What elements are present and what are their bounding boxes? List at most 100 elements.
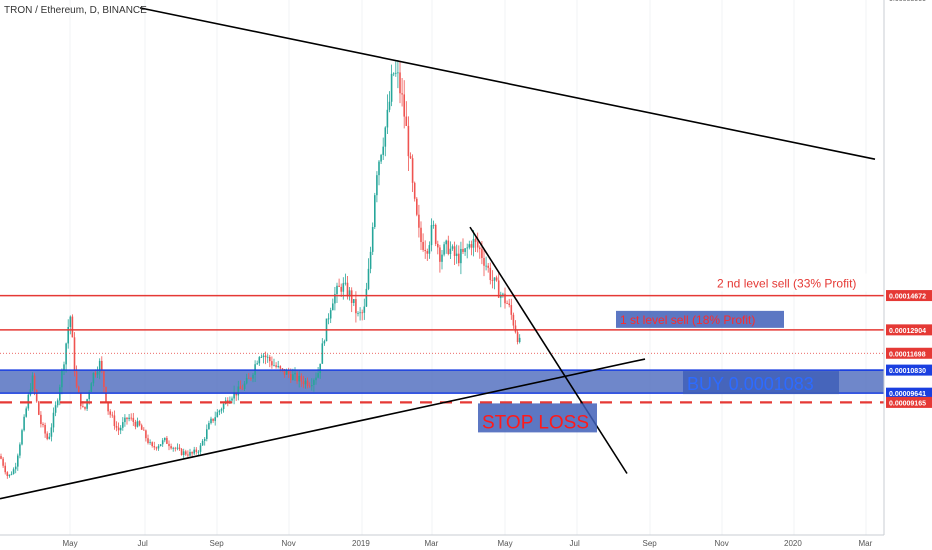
candle-body — [157, 446, 160, 449]
candle-body — [151, 442, 153, 447]
candle-body — [71, 316, 74, 338]
candle-body — [92, 372, 95, 384]
candle-body — [388, 101, 391, 110]
candle-body — [308, 385, 311, 387]
candle-body — [80, 392, 82, 407]
y-axis: 0.000030000.000040000.000050000.00006000… — [883, 0, 932, 550]
candle-body — [474, 239, 477, 242]
candle-body — [164, 437, 166, 441]
candle-body — [88, 391, 90, 400]
candle-body — [271, 361, 273, 366]
candle-body — [199, 445, 202, 452]
candle-body — [369, 251, 372, 269]
candle-body — [315, 377, 317, 381]
candle-body — [285, 370, 288, 375]
candle-body — [441, 254, 443, 262]
candle-body — [38, 401, 40, 415]
candle-body — [159, 444, 162, 447]
y-tick-label: 0.00003000 — [889, 0, 926, 3]
candle-body — [447, 240, 450, 255]
candle-body — [19, 444, 21, 456]
candle-body — [512, 314, 515, 326]
candle-body — [311, 385, 313, 387]
candle-body — [105, 386, 107, 402]
candle-body — [329, 310, 332, 319]
candle-body — [84, 406, 86, 409]
x-tick-label: Sep — [643, 539, 658, 548]
candle-body — [302, 381, 305, 385]
candle-body — [50, 427, 53, 437]
candle-body — [174, 447, 177, 449]
x-tick-label: Nov — [282, 539, 296, 548]
x-tick-label: Mar — [859, 539, 873, 548]
candle-body — [143, 429, 145, 431]
candle-body — [277, 366, 279, 367]
candle-body — [296, 372, 298, 382]
candle-body — [411, 158, 414, 183]
candle-body — [111, 414, 114, 416]
candle-body — [428, 245, 431, 254]
annotation-stop-loss-bg — [478, 403, 597, 433]
candle-body — [48, 436, 51, 439]
candle-body — [185, 451, 187, 455]
candle-body — [166, 437, 168, 444]
candle-body — [203, 438, 206, 441]
candle-body — [367, 268, 370, 289]
candle-body — [170, 446, 172, 449]
candle-body — [42, 423, 44, 426]
candles — [0, 59, 521, 479]
candle-body — [497, 280, 500, 298]
candle-body — [109, 411, 111, 415]
candle-body — [94, 372, 97, 375]
buy-zone — [0, 370, 884, 394]
candle-body — [65, 343, 67, 365]
candle-body — [130, 417, 132, 419]
level-tag-bg-4 — [886, 387, 932, 399]
x-tick-label: May — [498, 539, 513, 548]
candle-body — [281, 368, 284, 370]
candle-body — [153, 446, 156, 448]
candle-body — [357, 312, 359, 314]
candle-body — [283, 368, 286, 375]
candle-body — [374, 195, 376, 228]
level-tag-4: 0.00009641 — [889, 391, 926, 398]
candle-body — [485, 265, 487, 267]
candle-body — [67, 326, 69, 344]
candle-body — [172, 447, 174, 449]
candle-body — [220, 409, 223, 411]
candle-body — [348, 290, 351, 297]
candle-body — [510, 305, 513, 315]
candle-body — [413, 182, 416, 199]
candle-body — [243, 383, 246, 389]
candle-body — [250, 378, 252, 379]
candle-body — [8, 474, 11, 476]
candle-body — [495, 277, 498, 281]
candle-body — [416, 198, 418, 215]
candle-body — [252, 374, 254, 379]
candle-body — [493, 277, 496, 281]
candle-body — [334, 294, 336, 304]
candle-body — [134, 421, 137, 427]
candle-body — [382, 146, 384, 155]
x-tick-label: 2020 — [784, 539, 802, 548]
candle-body — [506, 303, 508, 305]
trendline-0 — [139, 7, 876, 161]
candle-body — [306, 380, 309, 386]
candle-body — [40, 414, 42, 424]
candle-body — [25, 408, 27, 417]
candle-body — [449, 248, 452, 255]
candle-body — [481, 249, 483, 259]
candle-body — [260, 356, 263, 358]
candle-body — [508, 303, 510, 306]
candle-body — [336, 285, 338, 295]
candle-body — [430, 225, 433, 246]
level-tag-bg-1 — [886, 324, 932, 336]
candle-body — [237, 386, 240, 396]
candle-body — [124, 417, 126, 423]
candle-body — [256, 363, 258, 365]
candle-body — [266, 356, 269, 358]
candle-body — [96, 372, 99, 375]
candle-body — [491, 280, 494, 281]
candle-body — [241, 388, 244, 390]
